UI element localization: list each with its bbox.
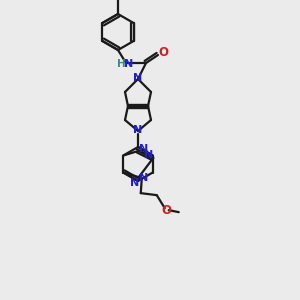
Text: N: N	[124, 59, 134, 69]
Text: N: N	[139, 173, 148, 183]
Text: H: H	[117, 59, 125, 69]
Polygon shape	[128, 104, 148, 108]
Text: O: O	[158, 46, 168, 59]
Text: N: N	[130, 178, 140, 188]
Text: N: N	[139, 144, 148, 154]
Text: O: O	[162, 204, 172, 217]
Text: N: N	[144, 149, 153, 160]
Text: N: N	[134, 73, 142, 83]
Text: N: N	[134, 125, 142, 135]
